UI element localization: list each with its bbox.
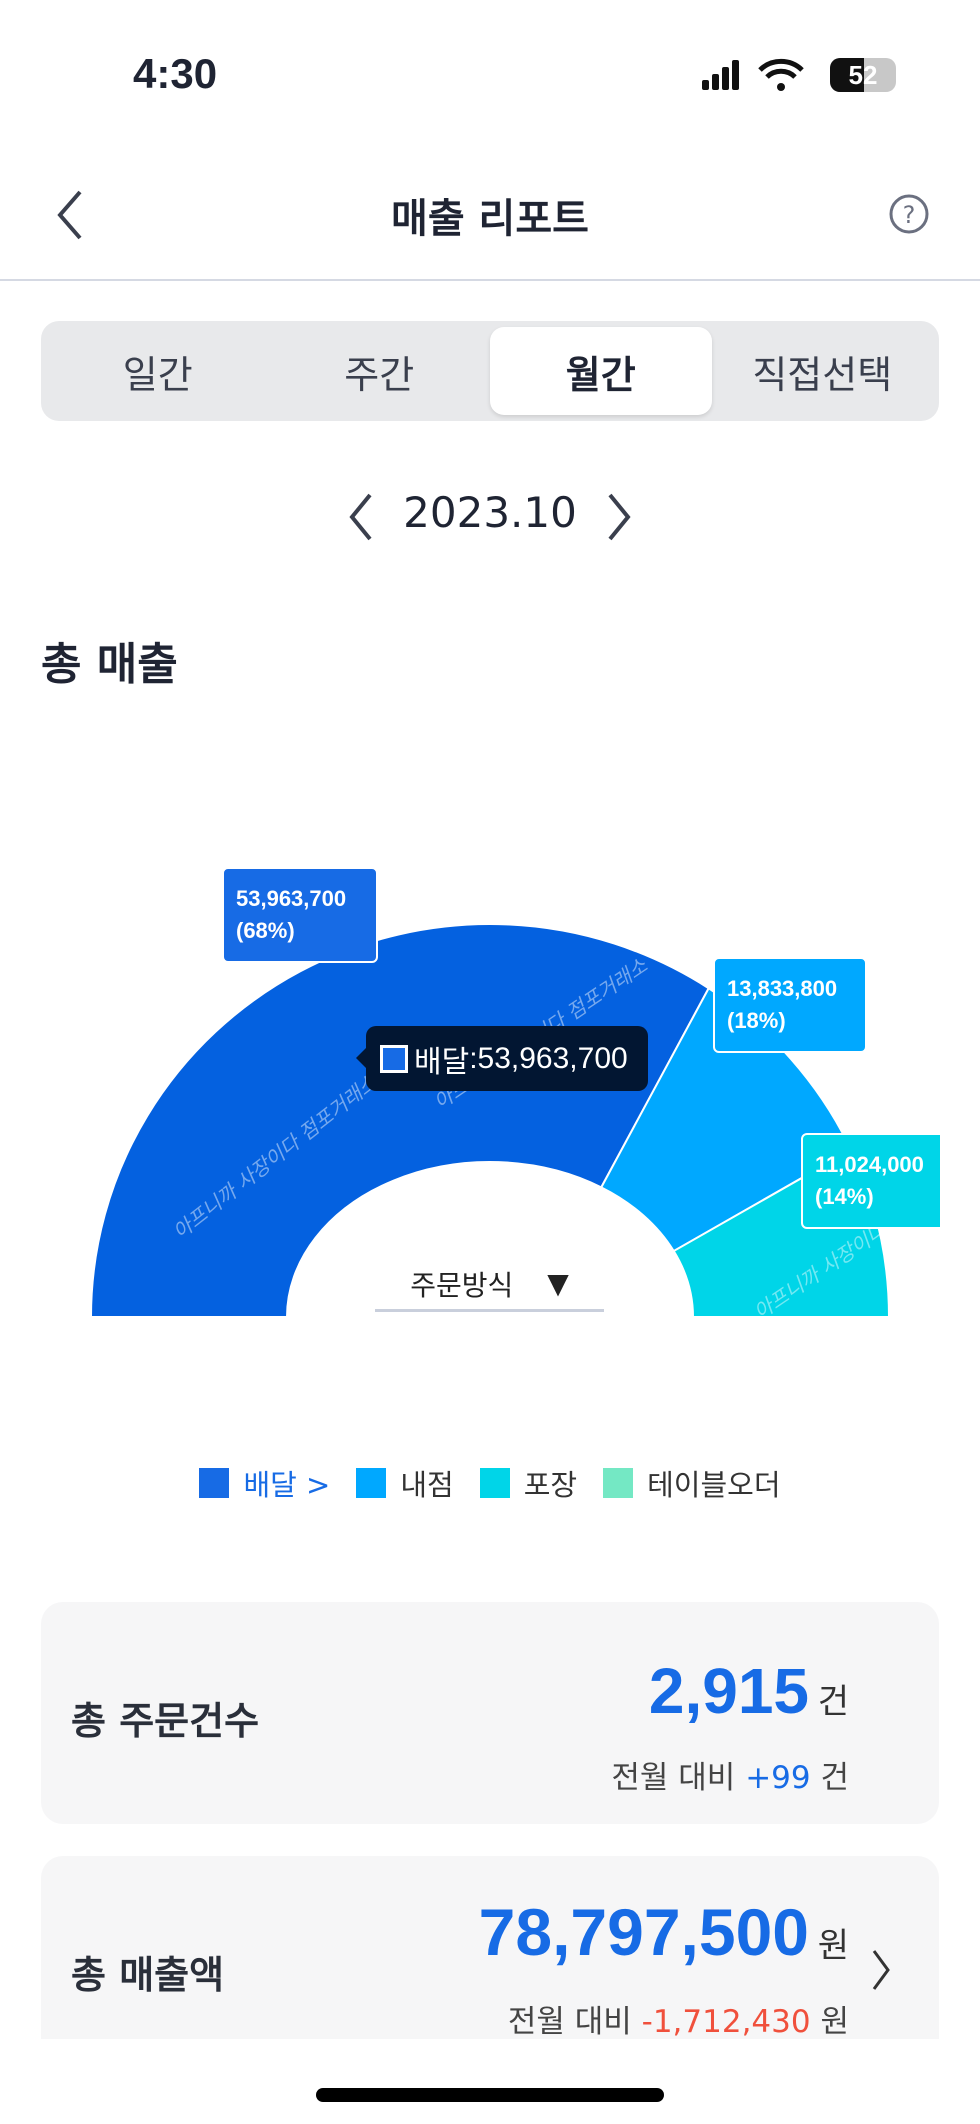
chart-legend: 배달 > 내점 포장 테이블오더 bbox=[0, 1462, 980, 1504]
order-count-card: 총 주문건수 2,915 건 전월 대비 +99 건 bbox=[41, 1602, 939, 1824]
svg-text:?: ? bbox=[903, 201, 916, 229]
caret-down-icon: ▼ bbox=[547, 1267, 569, 1300]
card-label: 총 매출액 bbox=[71, 1953, 225, 1997]
card-label: 총 주문건수 bbox=[71, 1699, 260, 1743]
unit: 원 bbox=[817, 1926, 849, 1966]
compare-value: -1,712,430 bbox=[641, 2004, 811, 2040]
legend-swatch bbox=[479, 1468, 510, 1498]
compare-prefix: 전월 대비 bbox=[507, 2004, 632, 2040]
header-divider bbox=[0, 279, 980, 281]
percent-label: (14%) bbox=[815, 1184, 874, 1209]
legend-item[interactable]: 배달 > bbox=[199, 1462, 330, 1504]
value-label: 53,963,700 bbox=[236, 886, 347, 911]
section-title: 총 매출 bbox=[41, 639, 178, 690]
percent-label: (68%) bbox=[236, 918, 295, 943]
signal-wifi-icons bbox=[702, 58, 804, 91]
battery-level: 52 bbox=[848, 60, 878, 90]
unit: 건 bbox=[817, 1682, 849, 1722]
help-icon[interactable]: ? bbox=[888, 193, 930, 235]
date-selector: 2023.10 bbox=[0, 488, 980, 541]
legend-label: 포장 bbox=[523, 1468, 578, 1502]
tooltip-label: 배달 bbox=[414, 1045, 470, 1079]
sales-compare: 전월 대비 -1,712,430 원 bbox=[508, 1996, 849, 2041]
current-month: 2023.10 bbox=[403, 488, 577, 537]
slice-label-dine-in: 13,833,800 (18%) bbox=[713, 957, 867, 1053]
order-count-value: 2,915 bbox=[648, 1655, 809, 1727]
percent-label: (18%) bbox=[727, 1008, 786, 1033]
legend-label: 테이블오더 bbox=[647, 1468, 781, 1502]
legend-label: 내점 bbox=[400, 1468, 454, 1502]
compare-unit: 건 bbox=[820, 1760, 849, 1796]
slice-label-takeout: 11,024,000 (14%) bbox=[801, 1133, 940, 1229]
tooltip-value: 53,963,700 bbox=[477, 1041, 628, 1075]
home-indicator bbox=[316, 2088, 664, 2102]
value-label: 13,833,800 bbox=[727, 976, 838, 1001]
value-label: 11,024,000 bbox=[815, 1152, 924, 1177]
battery-icon: 52 bbox=[830, 58, 896, 92]
compare-value: +99 bbox=[745, 1760, 811, 1796]
compare-unit: 원 bbox=[820, 2004, 849, 2040]
chevron-right-icon[interactable] bbox=[869, 1948, 893, 1992]
dropdown-label: 주문방식 bbox=[410, 1268, 514, 1302]
slice-label-delivery: 53,963,700 (68%) bbox=[222, 867, 378, 963]
chevron-left-icon[interactable] bbox=[52, 188, 86, 242]
prev-month-icon[interactable] bbox=[346, 492, 376, 542]
chart-tooltip: 배달:53,963,700 bbox=[356, 1026, 648, 1091]
tooltip-sep: : bbox=[469, 1041, 478, 1075]
legend-item[interactable]: 내점 bbox=[356, 1462, 454, 1504]
legend-swatch bbox=[603, 1468, 634, 1498]
legend-item[interactable]: 테이블오더 bbox=[603, 1462, 781, 1504]
order-type-dropdown[interactable]: 주문방식 ▼ bbox=[375, 1258, 604, 1312]
tab-2[interactable]: 월간 bbox=[490, 327, 712, 415]
legend-swatch bbox=[199, 1468, 230, 1498]
page-title: 매출 리포트 bbox=[391, 196, 589, 242]
slice-0[interactable] bbox=[89, 923, 710, 1318]
tab-3[interactable]: 직접선택 bbox=[752, 352, 893, 397]
legend-swatch bbox=[356, 1468, 387, 1498]
compare-prefix: 전월 대비 bbox=[611, 1760, 736, 1796]
period-tabs: 일간 주간 월간 직접선택 bbox=[41, 321, 939, 421]
sales-total-card[interactable]: 총 매출액 78,797,500 원 전월 대비 -1,712,430 원 bbox=[41, 1856, 939, 2041]
sales-total-value: 78,797,500 bbox=[478, 1895, 809, 1969]
tab-1[interactable]: 주간 bbox=[344, 352, 415, 397]
tab-0[interactable]: 일간 bbox=[122, 352, 193, 397]
tooltip-swatch bbox=[380, 1044, 408, 1073]
next-month-icon[interactable] bbox=[604, 492, 634, 542]
legend-label: 배달 > bbox=[243, 1468, 331, 1502]
legend-item[interactable]: 포장 bbox=[479, 1462, 578, 1504]
status-time: 4:30 bbox=[133, 50, 218, 97]
order-compare: 전월 대비 +99 건 bbox=[611, 1752, 849, 1797]
